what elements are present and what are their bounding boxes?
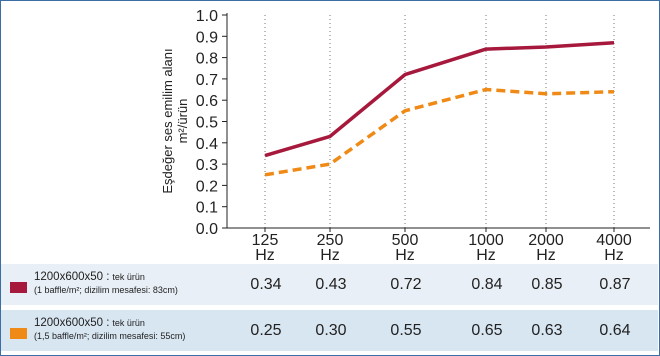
row-label-sub: tek ürün xyxy=(112,272,145,282)
y-axis-label-line1: Eşdeğer ses emilim alanı xyxy=(160,48,175,194)
value-cell: 0.87 xyxy=(599,276,631,293)
value-cell: 0.72 xyxy=(390,276,422,293)
y-tick-label: 1.0 xyxy=(196,8,218,25)
value-cell: 0.55 xyxy=(390,322,422,339)
row-label: 1200x600x50 : tek ürün (1,5 baffle/m²; d… xyxy=(34,317,185,343)
y-axis-label: Eşdeğer ses emilim alanı m²/ürün xyxy=(160,0,194,246)
y-tick-label: 0.6 xyxy=(196,93,218,110)
value-cell: 0.34 xyxy=(250,276,282,293)
y-axis-label-line2: m²/ürün xyxy=(175,98,190,144)
value-cell: 0.25 xyxy=(250,322,282,339)
value-cell: 0.30 xyxy=(315,322,347,339)
y-tick-label: 0.1 xyxy=(196,200,218,217)
row-label-note: (1 baffle/m²; dizilim mesafesi: 83cm) xyxy=(34,285,178,295)
row-label-sub: tek ürün xyxy=(112,318,145,328)
value-cell: 0.65 xyxy=(471,322,503,339)
y-tick-label: 0.2 xyxy=(196,178,218,195)
series-line-2 xyxy=(264,87,615,177)
y-tick-label: 0.9 xyxy=(196,29,218,46)
value-cell: 0.85 xyxy=(531,276,563,293)
row-label: 1200x600x50 : tek ürün (1 baffle/m²; diz… xyxy=(34,271,178,297)
y-tick-label: 0.7 xyxy=(196,72,218,89)
row-label-main: 1200x600x50 : xyxy=(34,271,110,283)
table-row: 1200x600x50 : tek ürün (1 baffle/m²; diz… xyxy=(1,264,658,305)
x-tick-label: 500 Hz xyxy=(391,232,419,264)
x-tick-label: 125 Hz xyxy=(251,232,279,264)
y-tick-label: 0.3 xyxy=(196,157,218,174)
y-tick-label: 0.0 xyxy=(196,221,218,238)
x-tick-label: 2000 Hz xyxy=(528,232,564,264)
y-tick-label: 0.5 xyxy=(196,115,218,132)
x-tick-label: 250 Hz xyxy=(316,232,344,264)
value-cell: 0.43 xyxy=(315,276,347,293)
row-label-note: (1,5 baffle/m²; dizilim mesafesi: 55cm) xyxy=(34,331,186,341)
y-tick-label: 0.8 xyxy=(196,51,218,68)
table-row: 1200x600x50 : tek ürün (1,5 baffle/m²; d… xyxy=(1,310,658,351)
legend-swatch-1 xyxy=(10,282,27,293)
legend-swatch-2 xyxy=(10,328,27,339)
series-line-1 xyxy=(264,40,615,158)
value-cell: 0.63 xyxy=(531,322,563,339)
x-tick-label: 1000 Hz xyxy=(468,232,504,264)
y-tick-label: 0.4 xyxy=(196,136,218,153)
value-cell: 0.84 xyxy=(471,276,503,293)
value-cell: 0.64 xyxy=(599,322,631,339)
row-label-main: 1200x600x50 : xyxy=(34,317,110,329)
x-tick-label: 4000 Hz xyxy=(596,232,632,264)
